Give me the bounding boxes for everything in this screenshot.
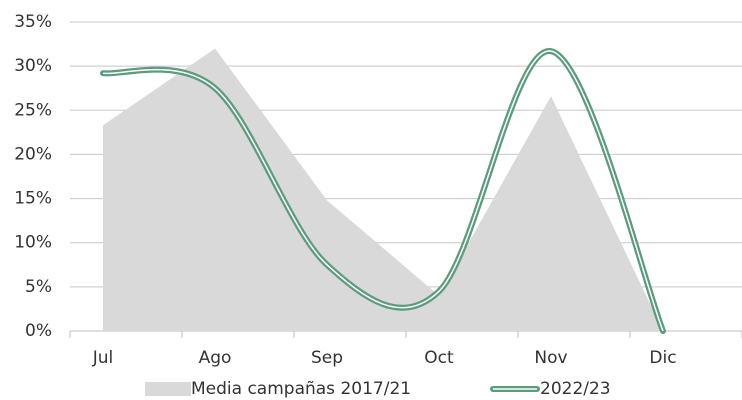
- y-tick-label: 25%: [14, 100, 52, 120]
- y-tick-label: 30%: [14, 56, 52, 76]
- legend-label: 2022/23: [540, 379, 611, 399]
- x-tick-label: Jul: [92, 348, 114, 368]
- x-tick-label: Sep: [311, 348, 343, 368]
- x-tick-label: Ago: [199, 348, 232, 368]
- legend-label: Media campañas 2017/21: [191, 379, 411, 399]
- y-tick-label: 35%: [14, 12, 52, 32]
- y-tick-label: 15%: [14, 189, 52, 209]
- y-tick-label: 20%: [14, 144, 52, 164]
- y-tick-label: 5%: [25, 277, 52, 297]
- y-tick-label: 10%: [14, 233, 52, 253]
- x-tick-label: Nov: [534, 348, 567, 368]
- legend-swatch: [145, 382, 191, 396]
- y-tick-label: 0%: [25, 321, 52, 341]
- x-tick-label: Oct: [424, 348, 454, 368]
- x-tick-label: Dic: [649, 348, 676, 368]
- line-highlight: [102, 50, 664, 332]
